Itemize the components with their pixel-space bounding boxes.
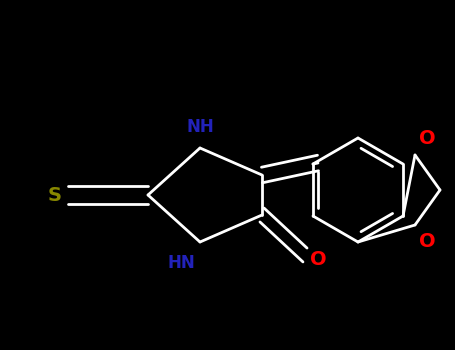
- Text: HN: HN: [167, 254, 195, 272]
- Text: S: S: [48, 186, 62, 204]
- Text: NH: NH: [186, 118, 214, 136]
- Text: O: O: [419, 232, 436, 251]
- Text: O: O: [310, 250, 327, 269]
- Text: O: O: [419, 129, 436, 148]
